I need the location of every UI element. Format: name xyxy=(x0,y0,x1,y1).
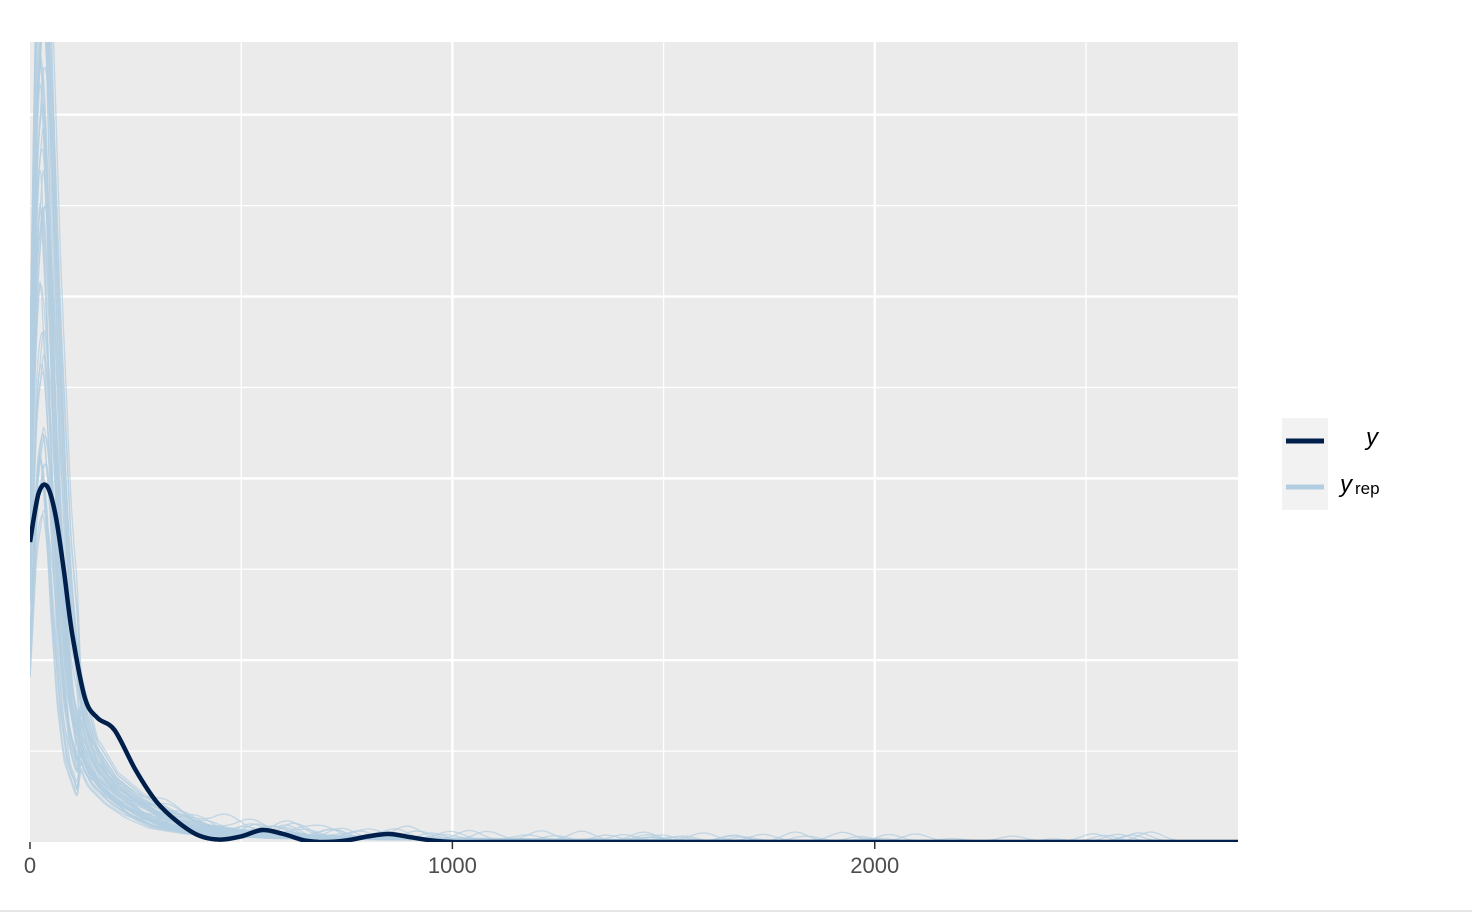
y-series xyxy=(30,482,1238,842)
legend-label-yrep: y xyxy=(1338,471,1354,498)
x-tick-label: 2000 xyxy=(850,853,899,878)
plot-panel xyxy=(30,42,1238,842)
y-line xyxy=(30,482,1238,842)
x-tick-label: 1000 xyxy=(428,853,477,878)
x-tick-label: 0 xyxy=(24,853,36,878)
legend-label-y: y xyxy=(1364,424,1380,451)
legend-label-yrep-subscript: rep xyxy=(1355,479,1380,498)
bottom-border xyxy=(0,910,1472,912)
legend: y y rep xyxy=(1282,418,1380,510)
x-axis: 0 1000 2000 xyxy=(24,842,899,878)
grid-lines xyxy=(30,42,1238,842)
